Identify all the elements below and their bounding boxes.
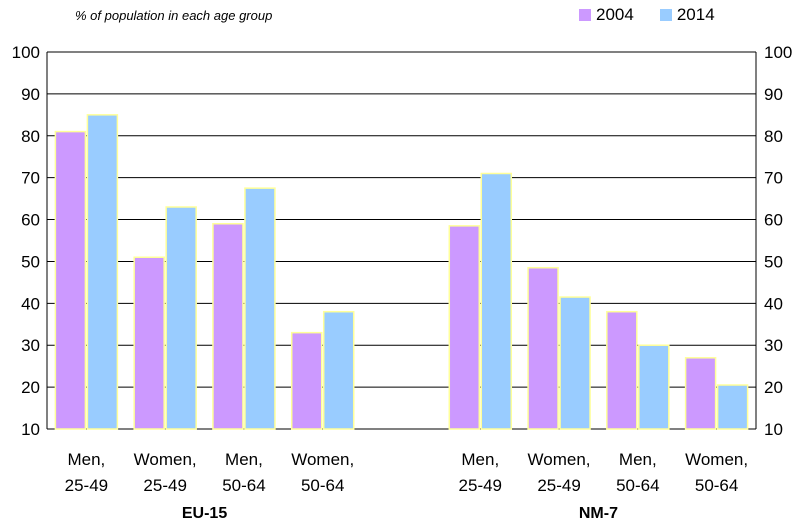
chart-legend: 2004 2014: [579, 5, 741, 25]
bar-2004: [54, 130, 87, 430]
y-tick-label-left: 30: [21, 336, 40, 355]
bar-2014: [480, 172, 513, 430]
bar-2014: [244, 187, 276, 430]
x-tick-label: Women,: [685, 450, 748, 469]
y-tick-label-left: 20: [21, 378, 40, 397]
y-tick-label-right: 70: [764, 169, 783, 188]
x-tick-label: 25-49: [65, 476, 108, 495]
y-tick-label-left: 70: [21, 169, 40, 188]
bar-2004: [448, 225, 481, 430]
y-tick-label-left: 90: [21, 85, 40, 104]
y-tick-label-left: 80: [21, 127, 40, 146]
bar-2004: [527, 266, 559, 430]
y-tick-label-right: 50: [764, 252, 783, 271]
x-tick-label: Men,: [225, 450, 263, 469]
y-tick-label-right: 10: [764, 420, 783, 439]
bar-2014: [322, 310, 355, 430]
x-tick-label: 50-64: [301, 476, 344, 495]
bar-2014: [716, 384, 749, 430]
chart-subtitle: % of population in each age group: [75, 8, 273, 23]
bar-2014: [638, 344, 670, 430]
x-tick-label: Women,: [134, 450, 197, 469]
group-label: NM-7: [579, 505, 618, 522]
bar-2014: [165, 206, 197, 430]
y-tick-label-left: 60: [21, 211, 40, 230]
bar-2004: [212, 222, 244, 430]
legend-item-2004: 2004: [579, 5, 634, 25]
x-tick-label: 25-49: [459, 476, 502, 495]
x-tick-label: Women,: [291, 450, 354, 469]
bar-2014: [559, 296, 591, 430]
legend-label-2014: 2014: [676, 5, 715, 24]
y-tick-label-right: 40: [764, 294, 783, 313]
x-tick-label: Women,: [528, 450, 591, 469]
y-tick-label-left: 10: [21, 420, 40, 439]
y-tick-label-left: 50: [21, 252, 40, 271]
legend-swatch-2014: [659, 9, 672, 21]
legend-label-2004: 2004: [596, 5, 634, 24]
bar-2004: [606, 310, 638, 430]
legend-item-2014: 2014: [659, 5, 715, 25]
legend-swatch-2004: [579, 9, 591, 21]
x-tick-label: 50-64: [222, 476, 265, 495]
y-tick-label-right: 90: [764, 85, 783, 104]
x-tick-label: Men,: [619, 450, 657, 469]
y-tick-label-right: 60: [764, 211, 783, 230]
x-tick-label: 50-64: [616, 476, 659, 495]
x-tick-label: Men,: [461, 450, 499, 469]
y-tick-label-left: 40: [21, 294, 40, 313]
y-tick-label-right: 100: [764, 43, 792, 62]
x-tick-label: 25-49: [537, 476, 580, 495]
x-tick-label: 50-64: [695, 476, 738, 495]
y-tick-label-left: 100: [12, 43, 40, 62]
y-tick-label-right: 80: [764, 127, 783, 146]
x-tick-label: Men,: [67, 450, 105, 469]
y-tick-label-right: 20: [764, 378, 783, 397]
bar-2004: [290, 331, 323, 430]
group-label: EU-15: [182, 505, 227, 522]
y-tick-label-right: 30: [764, 336, 783, 355]
bar-2004: [684, 357, 717, 430]
bar-2004: [133, 256, 165, 430]
bar-2014: [86, 114, 119, 430]
x-tick-label: 25-49: [143, 476, 186, 495]
